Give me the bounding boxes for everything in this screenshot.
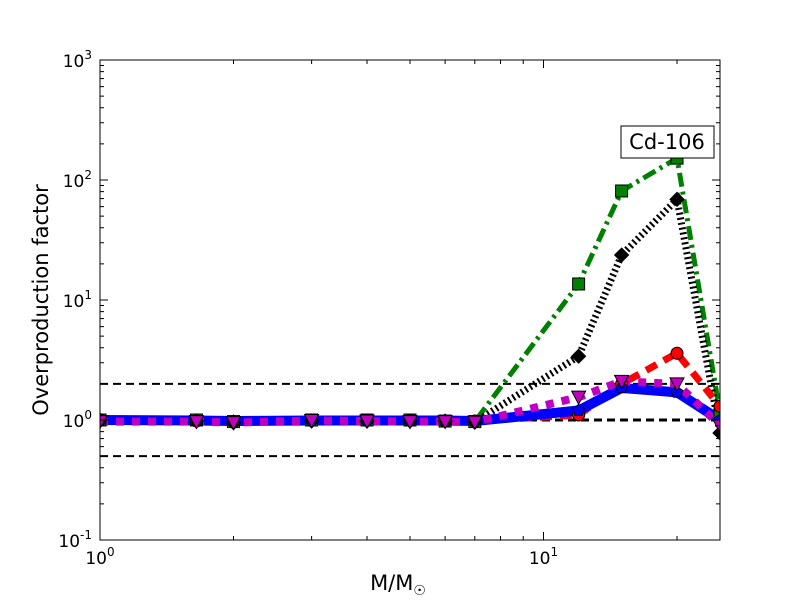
data-point (188, 415, 205, 430)
data-point (572, 403, 585, 416)
annotation-box: Cd-106 (620, 125, 715, 159)
y-tick-label: 100 (63, 408, 92, 432)
data-point (402, 415, 418, 430)
data-point (669, 377, 685, 392)
data-point (570, 348, 587, 364)
x-axis-label: M/M☉ (370, 571, 426, 599)
data-point (466, 415, 483, 431)
data-point (615, 184, 629, 198)
y-tick-label: 102 (63, 168, 92, 192)
data-point (437, 415, 453, 430)
y-tick-label: 10-1 (58, 528, 92, 552)
y-axis-label: Overproduction factor (29, 184, 53, 416)
data-point (570, 390, 587, 406)
y-tick-label: 103 (63, 48, 92, 72)
series-line-black-dotted-diamonds (100, 192, 720, 434)
x-tick-label: 100 (85, 545, 114, 569)
data-point (225, 416, 242, 431)
data-point (670, 346, 684, 360)
series-line-magenta-dotted-triangles (100, 377, 720, 429)
y-tick-label: 101 (63, 288, 92, 312)
data-point (713, 399, 720, 413)
data-point (613, 247, 630, 263)
data-point (713, 406, 720, 420)
data-point (669, 191, 685, 208)
data-point (572, 277, 586, 291)
x-tick-label: 101 (529, 545, 558, 569)
data-point (359, 414, 375, 430)
annotation-label: Cd-106 (629, 130, 705, 154)
data-point (303, 414, 320, 429)
data-point (613, 374, 630, 390)
